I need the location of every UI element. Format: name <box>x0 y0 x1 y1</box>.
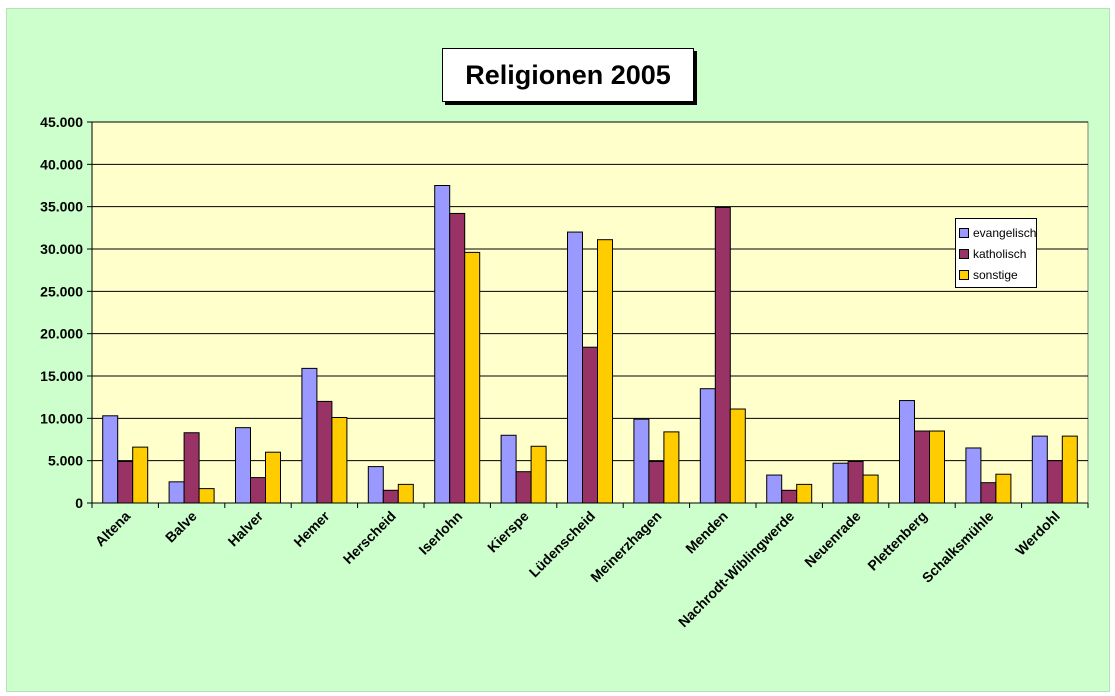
x-tick-label: Kierspe <box>484 508 532 556</box>
bar-sonstige <box>729 408 746 504</box>
bar-evangelisch <box>699 388 716 504</box>
legend-item-evangelisch: evangelisch <box>959 222 1036 243</box>
x-tick-label: Plettenberg <box>864 508 930 574</box>
legend-swatch-katholisch <box>959 248 969 259</box>
bar-katholisch <box>183 432 200 504</box>
x-tick-label: Menden <box>682 508 731 557</box>
bar-sonstige <box>198 488 215 504</box>
x-tick-label: Lüdenscheid <box>526 508 598 580</box>
x-tick-label: Nachrodt-Wiblingwerde <box>675 508 797 630</box>
bar-evangelisch <box>567 231 583 504</box>
legend-label-evangelisch: evangelisch <box>973 225 1037 240</box>
bar-sonstige <box>464 251 481 504</box>
bar-evangelisch <box>434 185 451 504</box>
bar-katholisch <box>714 207 731 504</box>
x-tick-label: Halver <box>225 507 267 549</box>
bar-katholisch <box>980 482 997 504</box>
x-tick-label: Altena <box>92 508 134 550</box>
bar-sonstige <box>132 446 149 504</box>
y-tick-label: 5.000 <box>48 453 83 469</box>
bar-sonstige <box>995 473 1012 504</box>
legend-swatch-sonstige <box>959 269 969 280</box>
bar-sonstige <box>331 416 348 504</box>
bar-evangelisch <box>633 418 650 504</box>
bar-katholisch <box>847 461 864 504</box>
bar-katholisch <box>449 212 466 504</box>
bar-katholisch <box>316 400 333 504</box>
y-tick-label: 40.000 <box>40 156 83 172</box>
bar-evangelisch <box>965 447 982 504</box>
bar-sonstige <box>796 483 813 504</box>
x-tick-label: Iserlohn <box>415 508 465 558</box>
legend: evangelisch katholisch sonstige <box>955 218 1037 288</box>
bar-katholisch <box>1046 460 1063 504</box>
bar-katholisch <box>582 346 598 504</box>
legend-item-sonstige: sonstige <box>959 264 1036 285</box>
bar-evangelisch <box>367 466 384 504</box>
bar-sonstige <box>1061 435 1078 504</box>
legend-label-katholisch: katholisch <box>973 246 1027 261</box>
bar-katholisch <box>382 489 399 504</box>
bar-katholisch <box>914 430 930 504</box>
bar-evangelisch <box>168 481 185 504</box>
legend-swatch-evangelisch <box>959 227 969 238</box>
bar-sonstige <box>597 239 613 504</box>
x-tick-label: Hemer <box>290 507 333 550</box>
bar-sonstige <box>862 474 879 504</box>
legend-label-sonstige: sonstige <box>973 267 1018 282</box>
bar-evangelisch <box>899 400 915 504</box>
bar-katholisch <box>515 471 532 504</box>
y-tick-label: 15.000 <box>40 368 83 384</box>
bar-sonstige <box>929 430 945 504</box>
bar-evangelisch <box>500 434 517 504</box>
legend-item-katholisch: katholisch <box>959 243 1036 264</box>
bar-evangelisch <box>832 462 849 504</box>
bar-sonstige <box>397 483 414 504</box>
bar-sonstige <box>265 451 281 504</box>
bar-evangelisch <box>301 367 318 504</box>
bar-evangelisch <box>766 474 783 504</box>
chart-title: Religionen 2005 <box>442 48 694 102</box>
x-tick-label: Herscheid <box>340 508 399 567</box>
bar-evangelisch <box>1031 435 1048 504</box>
x-tick-label: Balve <box>162 508 200 546</box>
x-tick-label: Werdohl <box>1012 508 1063 559</box>
x-tick-label: Neuenrade <box>801 508 864 571</box>
bar-katholisch <box>648 461 665 504</box>
y-tick-label: 20.000 <box>40 326 83 342</box>
bar-evangelisch <box>102 415 119 504</box>
y-tick-label: 25.000 <box>40 283 83 299</box>
bar-katholisch <box>781 489 798 504</box>
bar-evangelisch <box>235 427 251 504</box>
bar-sonstige <box>663 431 680 504</box>
x-tick-label: Schalksmühle <box>919 508 997 586</box>
y-tick-label: 0 <box>75 495 83 511</box>
bar-sonstige <box>530 445 547 504</box>
x-tick-label: Meinerzhagen <box>587 508 664 585</box>
y-tick-label: 30.000 <box>40 241 83 257</box>
bar-katholisch <box>117 461 134 504</box>
y-tick-label: 10.000 <box>40 410 83 426</box>
bar-katholisch <box>250 477 266 504</box>
y-tick-label: 35.000 <box>40 199 83 215</box>
y-tick-label: 45.000 <box>40 114 83 130</box>
